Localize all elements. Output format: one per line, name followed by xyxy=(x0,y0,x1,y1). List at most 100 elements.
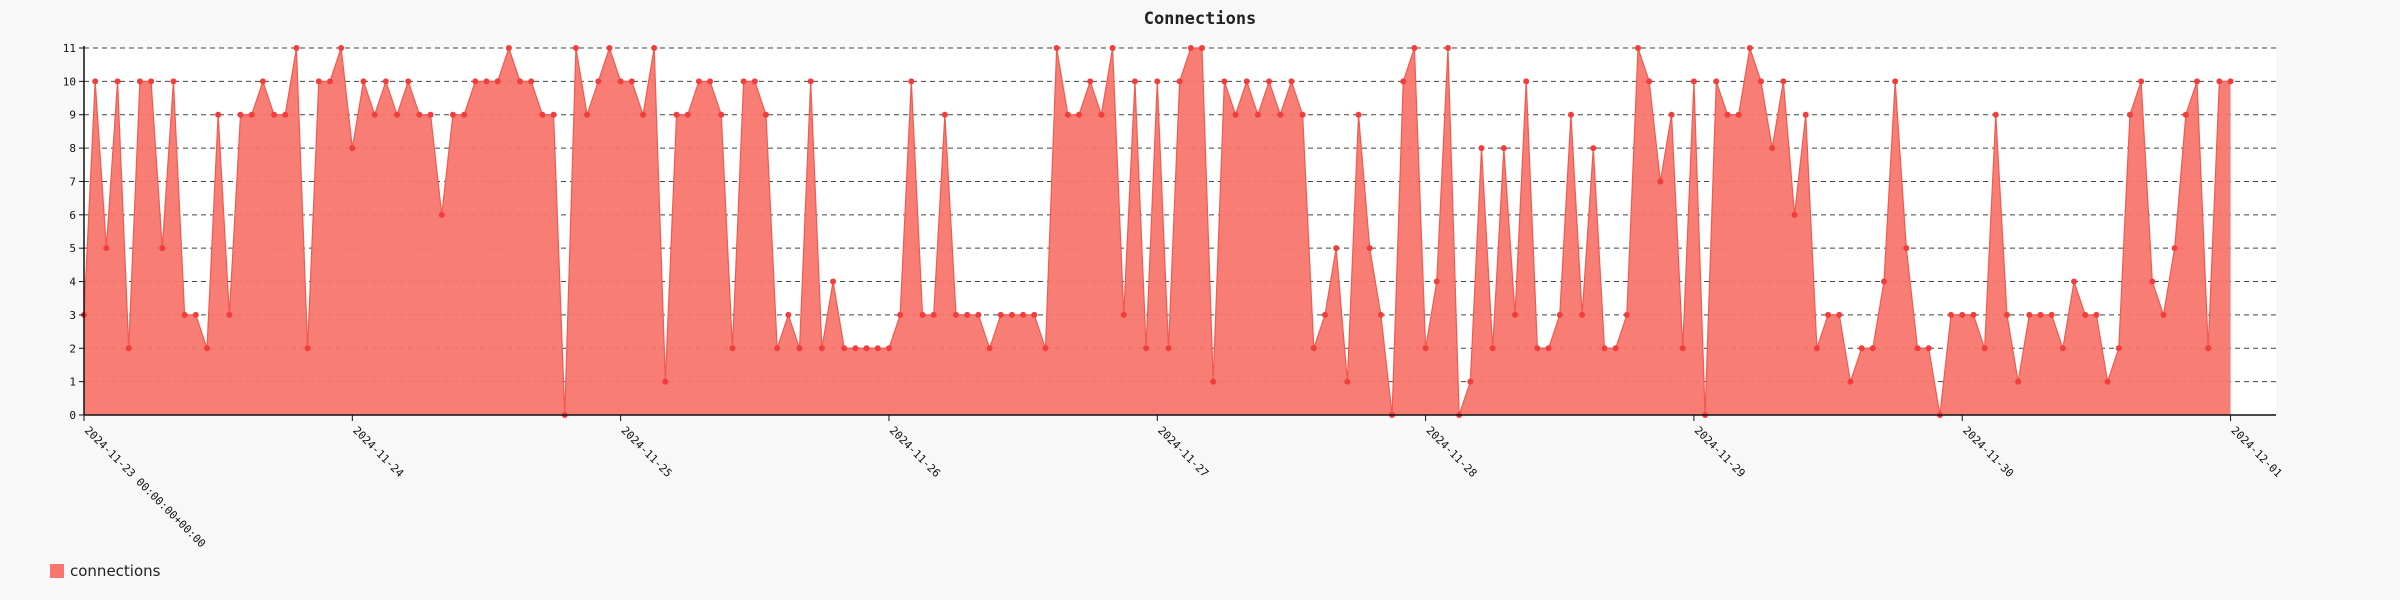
data-point xyxy=(1377,311,1384,318)
data-point xyxy=(1131,78,1138,85)
x-tick-label: 2024-11-25 xyxy=(619,424,675,480)
data-point xyxy=(718,111,725,118)
data-point xyxy=(762,111,769,118)
data-point xyxy=(1433,278,1440,285)
data-point xyxy=(1020,311,1027,318)
data-point xyxy=(1892,78,1899,85)
data-point xyxy=(695,78,702,85)
y-tick-label: 0 xyxy=(69,409,76,422)
data-point xyxy=(438,211,445,218)
data-point xyxy=(394,111,401,118)
data-point xyxy=(114,78,121,85)
data-point xyxy=(1825,311,1832,318)
data-point xyxy=(684,111,691,118)
data-point xyxy=(1444,45,1451,51)
data-point xyxy=(1780,78,1787,85)
data-point xyxy=(1165,345,1172,352)
data-point xyxy=(1176,78,1183,85)
data-point xyxy=(1746,45,1753,51)
data-point xyxy=(1545,345,1552,352)
data-point xyxy=(159,245,166,252)
data-point xyxy=(852,345,859,352)
data-point xyxy=(1635,45,1642,51)
data-point xyxy=(1523,78,1530,85)
data-point xyxy=(215,111,222,118)
data-point xyxy=(941,111,948,118)
data-point xyxy=(1690,78,1697,85)
data-point xyxy=(863,345,870,352)
x-tick-label: 2024-11-27 xyxy=(1155,424,1211,480)
y-tick-label: 11 xyxy=(63,42,76,55)
data-point xyxy=(930,311,937,318)
data-point xyxy=(92,78,99,85)
data-point xyxy=(919,311,926,318)
data-point xyxy=(461,111,468,118)
data-point xyxy=(841,345,848,352)
data-point xyxy=(1679,345,1686,352)
data-point xyxy=(539,111,546,118)
data-point xyxy=(1724,111,1731,118)
data-point xyxy=(2037,311,2044,318)
data-point xyxy=(1813,345,1820,352)
data-point xyxy=(2149,278,2156,285)
data-point xyxy=(2003,311,2010,318)
data-point xyxy=(1612,345,1619,352)
axes xyxy=(83,46,2276,416)
data-point xyxy=(1199,45,1205,51)
data-point xyxy=(673,111,680,118)
data-point xyxy=(259,78,266,85)
data-point xyxy=(1422,345,1429,352)
data-point xyxy=(729,345,736,352)
x-tick-label: 2024-11-29 xyxy=(1692,424,1748,480)
data-point xyxy=(483,78,490,85)
data-point xyxy=(1646,78,1653,85)
y-tick-label: 4 xyxy=(69,276,76,289)
data-point xyxy=(1366,245,1373,252)
data-point xyxy=(1858,345,1865,352)
data-point xyxy=(449,111,456,118)
data-point xyxy=(1333,245,1340,252)
data-point xyxy=(1120,311,1127,318)
data-point xyxy=(1288,78,1295,85)
data-point xyxy=(1277,111,1284,118)
data-point xyxy=(2026,311,2033,318)
data-point xyxy=(617,78,624,85)
data-point xyxy=(1355,111,1362,118)
data-point xyxy=(1344,378,1351,385)
data-point xyxy=(953,311,960,318)
y-tick-label: 10 xyxy=(63,75,76,88)
data-point xyxy=(282,111,289,118)
data-point xyxy=(1154,78,1161,85)
data-point xyxy=(1478,145,1485,152)
data-point xyxy=(830,278,837,285)
data-point xyxy=(382,78,389,85)
x-tick-label: 2024-11-26 xyxy=(887,424,943,480)
data-point xyxy=(986,345,993,352)
data-point xyxy=(1623,311,1630,318)
data-point xyxy=(2104,378,2111,385)
data-point xyxy=(148,78,155,85)
data-point xyxy=(606,45,613,51)
data-point xyxy=(192,311,199,318)
data-point xyxy=(326,78,333,85)
data-point xyxy=(1880,278,1887,285)
data-point xyxy=(628,78,635,85)
data-point xyxy=(1914,345,1921,352)
data-point xyxy=(774,345,781,352)
data-point xyxy=(2093,311,2100,318)
chart-title: Connections xyxy=(1143,9,1257,29)
data-point xyxy=(1321,311,1328,318)
data-point xyxy=(796,345,803,352)
y-tick-label: 9 xyxy=(69,109,76,122)
y-tick-label: 5 xyxy=(69,242,76,255)
data-point xyxy=(136,78,143,85)
y-tick-label: 2 xyxy=(69,342,76,355)
data-point xyxy=(1556,311,1563,318)
data-point xyxy=(807,78,814,85)
data-point xyxy=(1769,145,1776,152)
data-point xyxy=(1210,378,1217,385)
x-tick-label: 2024-11-24 xyxy=(350,424,406,480)
data-point xyxy=(2194,78,2201,85)
data-point xyxy=(2071,278,2078,285)
data-point xyxy=(494,78,501,85)
